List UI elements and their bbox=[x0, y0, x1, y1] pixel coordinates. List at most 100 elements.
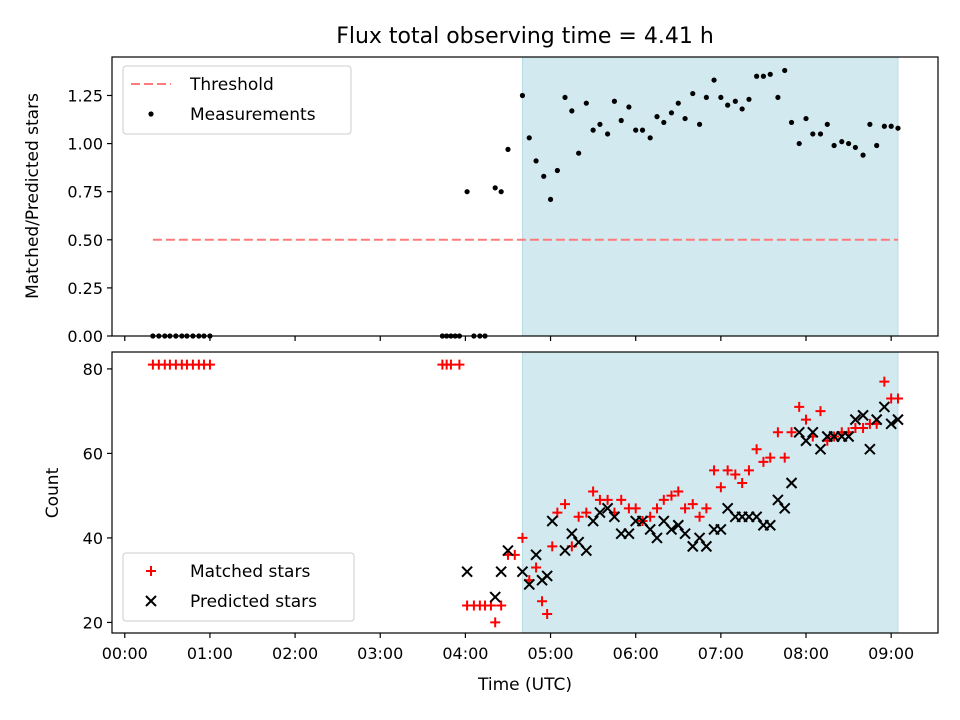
measurement-point bbox=[590, 127, 596, 133]
predicted-star-point bbox=[523, 578, 535, 591]
measurement-point bbox=[788, 119, 795, 126]
x-tick-label: 01:00 bbox=[187, 644, 233, 663]
measurement-point bbox=[782, 67, 788, 74]
predicted-star-point bbox=[715, 523, 727, 536]
measurement-point bbox=[703, 94, 709, 101]
measurement-point bbox=[775, 94, 781, 101]
measurement-point bbox=[867, 121, 873, 127]
legend-measurement-marker bbox=[148, 111, 154, 117]
matched-star-point bbox=[588, 486, 599, 497]
measurement-point bbox=[618, 117, 624, 124]
y-tick-label: 0.75 bbox=[67, 183, 103, 202]
predicted-star-point bbox=[892, 413, 904, 426]
predicted-star-point bbox=[461, 566, 473, 578]
measurement-point bbox=[817, 131, 824, 137]
legend-box bbox=[122, 65, 352, 135]
matched-star-point bbox=[666, 490, 677, 501]
x-tick-label: 05:00 bbox=[527, 644, 573, 663]
x-tick-label: 07:00 bbox=[698, 644, 744, 663]
matched-star-point bbox=[496, 600, 507, 611]
x-tick-label: 08:00 bbox=[783, 644, 829, 663]
measurement-point bbox=[845, 140, 852, 147]
measurement-point bbox=[675, 100, 681, 106]
measurement-point bbox=[611, 98, 618, 104]
predicted-star-point bbox=[587, 515, 599, 527]
predicted-star-point bbox=[779, 502, 791, 515]
y-tick-label: 20 bbox=[83, 613, 103, 632]
matched-star-point bbox=[542, 608, 553, 619]
measurement-point bbox=[767, 71, 773, 77]
predicted-star-point bbox=[651, 532, 663, 544]
matched-star-point bbox=[687, 499, 698, 510]
matched-star-point bbox=[709, 465, 720, 476]
matched-star-point bbox=[547, 541, 558, 552]
measurement-point bbox=[824, 121, 830, 127]
matched-star-point bbox=[779, 452, 790, 463]
predicted-star-point bbox=[842, 430, 855, 443]
predicted-star-point bbox=[870, 413, 883, 426]
measurement-point bbox=[498, 189, 504, 195]
predicted-star-point bbox=[665, 523, 678, 536]
predicted-star-point bbox=[502, 544, 514, 557]
top-panel: 0.00 0.25 0.50 0.75 1.00 1.25 Threshold Measure… bbox=[67, 56, 939, 346]
bottom-panel: 20 40 60 80 00:00 01:00 02:00 03:00 04:00 05:00 06… bbox=[83, 351, 939, 663]
predicted-star-point bbox=[764, 519, 776, 531]
matched-star-point bbox=[858, 423, 869, 434]
measurement-point bbox=[519, 92, 526, 99]
predicted-star-point bbox=[672, 519, 684, 531]
predicted-star-point bbox=[580, 544, 593, 557]
predicted-star-point bbox=[601, 502, 614, 515]
matched-star-point bbox=[560, 499, 571, 510]
predicted-star-point bbox=[489, 591, 501, 603]
matched-star-point bbox=[490, 617, 501, 628]
predicted-star-point bbox=[559, 544, 571, 557]
matched-star-point bbox=[616, 494, 627, 505]
shaded-observing-window bbox=[521, 351, 899, 634]
matched-star-point bbox=[445, 359, 456, 370]
legend-label: Predicted stars bbox=[190, 592, 317, 612]
x-tick-label: 02:00 bbox=[272, 644, 318, 663]
predicted-star-point bbox=[793, 426, 805, 438]
measurement-point bbox=[547, 196, 554, 202]
measurement-point bbox=[711, 77, 717, 83]
matched-star-point bbox=[701, 503, 712, 514]
matched-star-point bbox=[517, 532, 528, 543]
measurement-point bbox=[895, 125, 901, 131]
measurement-point bbox=[533, 158, 539, 164]
y-tick-label: 80 bbox=[83, 360, 103, 379]
matched-star-point bbox=[801, 414, 812, 425]
measurement-point bbox=[492, 185, 498, 191]
legend-label: Matched stars bbox=[190, 562, 310, 582]
measurement-point bbox=[541, 173, 547, 179]
predicted-star-point bbox=[807, 426, 819, 438]
predicted-star-point bbox=[772, 494, 784, 506]
measurement-point bbox=[754, 73, 760, 79]
measurement-point bbox=[668, 110, 675, 116]
measurement-point bbox=[796, 140, 802, 147]
matched-star-point bbox=[602, 494, 613, 505]
measurement-point bbox=[803, 115, 809, 122]
matched-star-point bbox=[651, 503, 662, 514]
measurement-point bbox=[554, 167, 560, 174]
matched-star-point bbox=[537, 596, 548, 607]
measurement-point bbox=[760, 73, 767, 79]
matched-star-point bbox=[815, 406, 826, 417]
measurement-point bbox=[654, 114, 660, 120]
x-tick-label: 03:00 bbox=[357, 644, 403, 663]
matched-star-point bbox=[454, 359, 465, 370]
legend-matched-marker bbox=[146, 566, 156, 576]
x-tick-label: 00:00 bbox=[102, 644, 148, 663]
x-tick-label: 06:00 bbox=[613, 644, 659, 663]
measurement-point bbox=[464, 189, 470, 195]
measurement-point bbox=[739, 106, 745, 112]
predicted-star-point bbox=[608, 511, 621, 523]
top-y-axis-label: Matched/Predicted stars bbox=[23, 93, 43, 299]
measurement-point bbox=[505, 146, 511, 152]
x-tick-label: 09:00 bbox=[868, 644, 914, 663]
predicted-star-point bbox=[546, 515, 558, 527]
matched-star-point bbox=[765, 452, 776, 463]
predicted-star-point bbox=[679, 527, 691, 540]
measurement-point bbox=[690, 90, 696, 97]
y-tick-label: 60 bbox=[83, 444, 103, 463]
legend: Threshold Measurements bbox=[122, 65, 352, 135]
